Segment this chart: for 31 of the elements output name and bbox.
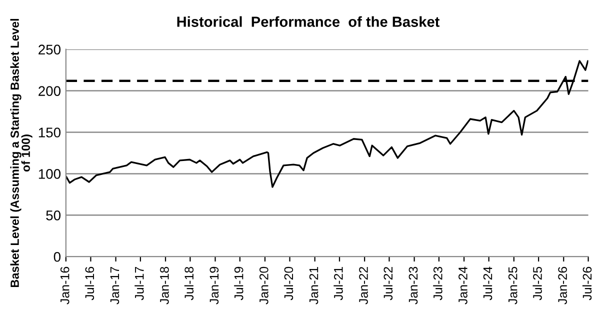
x-tick-label: Jul-23: [433, 266, 442, 300]
x-tick-label: Jan-26: [558, 266, 567, 304]
x-tick-label: Jul-18: [184, 266, 194, 300]
x-tick-label: Jul-17: [134, 266, 144, 300]
y-tick-label: 0: [54, 252, 61, 262]
x-tick-label: Jan-18: [160, 266, 169, 304]
x-tick-label: Jan-22: [359, 266, 368, 304]
y-tick-label: 100: [38, 169, 61, 179]
x-tick-label: Jul-16: [84, 266, 94, 300]
chart-title: Historical Performance of the Basket: [177, 16, 440, 27]
x-tick-label: Jan-24: [458, 266, 468, 304]
y-tick-label: 50: [46, 210, 61, 220]
x-tick-label: Jul-21: [334, 266, 343, 300]
y-tick-label: 150: [38, 128, 61, 138]
x-tick-label: Jul-19: [234, 266, 244, 300]
x-tick-label: Jul-22: [383, 266, 393, 300]
y-tick-label: 250: [38, 44, 61, 55]
x-tick-label: Jan-25: [508, 266, 518, 304]
x-tick-label: Jul-20: [284, 266, 294, 300]
x-tick-label: Jan-21: [309, 266, 318, 304]
x-tick-label: Jan-16: [60, 266, 70, 304]
y-axis-title: Basket Level (Assuming a Starting Basket Level of 100): [10, 18, 32, 288]
x-tick-label: Jan-20: [259, 266, 268, 304]
x-tick-label: Jul-24: [482, 266, 492, 300]
line-series: [66, 60, 588, 188]
x-tick-label: Jul-25: [532, 266, 542, 300]
x-tick-label: Jan-17: [110, 266, 120, 304]
y-tick-label: 200: [38, 86, 61, 96]
x-tick-label: Jan-23: [408, 266, 418, 304]
x-tick-label: Jul-26: [582, 266, 592, 300]
x-tick-label: Jan-19: [210, 266, 219, 304]
